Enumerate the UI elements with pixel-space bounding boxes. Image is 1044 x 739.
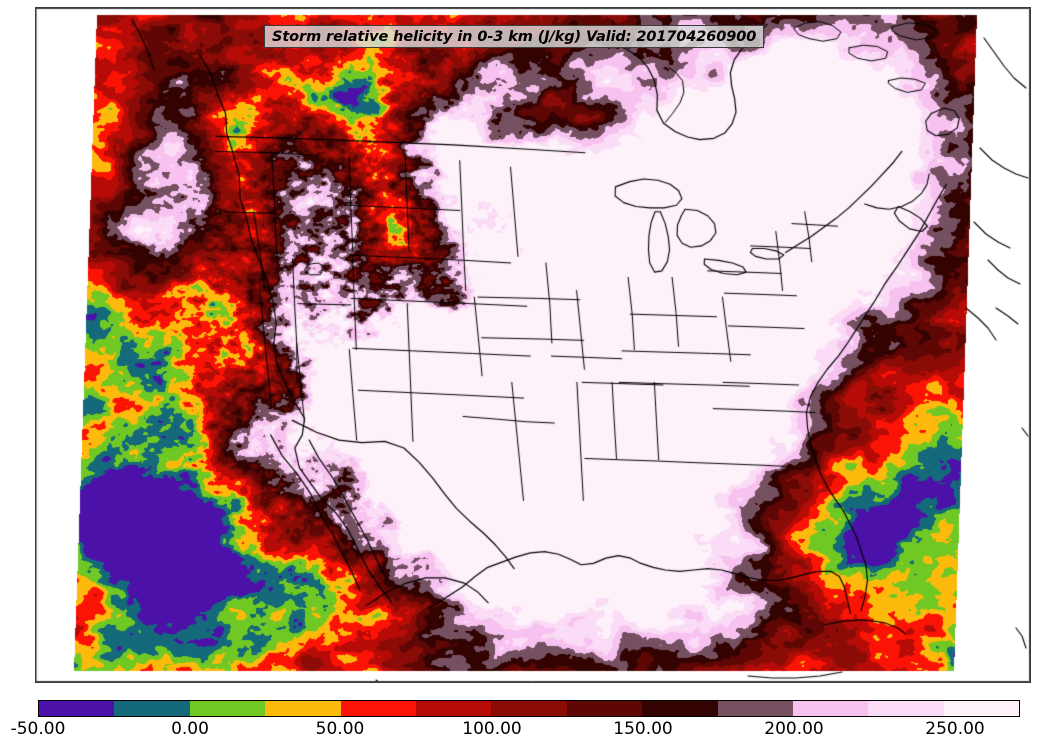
colorbar-swatch-8	[642, 701, 718, 716]
colorbar-tick-6: 250.00	[925, 719, 985, 739]
colorbar-swatch-7	[566, 701, 643, 716]
colorbar-tick-5: 200.00	[764, 719, 824, 739]
colorbar-swatch-3	[265, 701, 341, 716]
map-panel	[35, 7, 1031, 683]
colorbar-tick-3: 100.00	[462, 719, 522, 739]
colorbar-tick-2: 50.00	[315, 719, 365, 739]
colorbar-swatch-10	[792, 701, 869, 716]
colorbar-tick-labels: -50.00 0.00 50.00 100.00 150.00 200.00 250.00	[0, 719, 1044, 739]
map-title-box: Storm relative helicity in 0-3 km (J/kg)…	[264, 25, 765, 48]
colorbar-swatches	[38, 700, 1020, 717]
colorbar-tick-4: 150.00	[613, 719, 673, 739]
colorbar-swatch-12	[943, 701, 1020, 716]
colorbar-swatch-2	[189, 701, 266, 716]
colorbar-swatch-5	[415, 701, 492, 716]
map-title-text: Storm relative helicity in 0-3 km (J/kg)…	[272, 28, 757, 45]
colorbar-swatch-11	[868, 701, 944, 716]
colorbar-tick-0: -50.00	[10, 719, 66, 739]
colorbar-swatch-1	[114, 701, 190, 716]
colorbar-legend: -50.00 0.00 50.00 100.00 150.00 200.00 250.00	[0, 690, 1044, 739]
colorbar-swatch-9	[717, 701, 793, 716]
colorbar-tick-1: 0.00	[171, 719, 209, 739]
colorbar-swatch-0	[39, 701, 115, 716]
helicity-contour-map	[36, 8, 1030, 682]
colorbar-swatch-6	[491, 701, 567, 716]
colorbar-swatch-4	[340, 701, 416, 716]
